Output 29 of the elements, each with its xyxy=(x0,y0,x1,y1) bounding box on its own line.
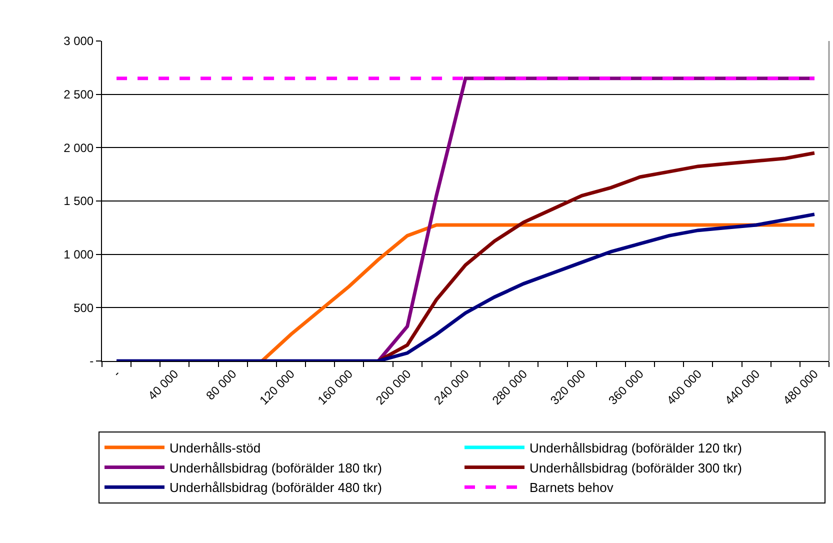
y-tick-label: 500 xyxy=(74,300,94,315)
x-tick-label: 160 000 xyxy=(314,366,356,408)
y-tick-label: 1 500 xyxy=(64,194,94,208)
y-tick-label: 2 500 xyxy=(64,88,94,102)
y-tick-label: 2 000 xyxy=(64,140,94,155)
x-tick-label: 400 000 xyxy=(664,366,705,408)
x-tick-label: 200 000 xyxy=(373,366,414,408)
legend-label: Barnets behov xyxy=(530,480,614,496)
legend-label: Underhållsbidrag (boförälder 120 tkr) xyxy=(530,440,742,456)
legend-label: Underhållsbidrag (boförälder 180 tkr) xyxy=(170,460,382,476)
line-series xyxy=(114,212,816,361)
x-tick-label: - xyxy=(110,366,123,380)
line-series xyxy=(260,223,816,361)
line-series xyxy=(376,151,816,361)
legend-label: Underhållsbidrag (boförälder 480 tkr) xyxy=(170,480,382,496)
y-tick-label: 1 000 xyxy=(64,248,94,262)
x-tick-label: 240 000 xyxy=(431,366,472,408)
x-tick-label: 80 000 xyxy=(203,366,240,403)
x-tick-label: 480 000 xyxy=(780,366,822,408)
y-tick-label: 3 000 xyxy=(64,34,94,48)
x-tick-label: 280 000 xyxy=(489,366,530,408)
x-tick-label: 40 000 xyxy=(145,366,182,403)
legend-label: Underhållsbidrag (boförälder 300 tkr) xyxy=(530,460,742,476)
x-tick-label: 440 000 xyxy=(722,366,763,408)
y-tick-label: - xyxy=(90,354,94,368)
x-tick-label: 320 000 xyxy=(548,366,588,408)
legend-label: Underhålls-stöd xyxy=(170,440,261,456)
x-tick-label: 120 000 xyxy=(256,366,298,408)
x-tick-label: 360 000 xyxy=(606,366,647,408)
